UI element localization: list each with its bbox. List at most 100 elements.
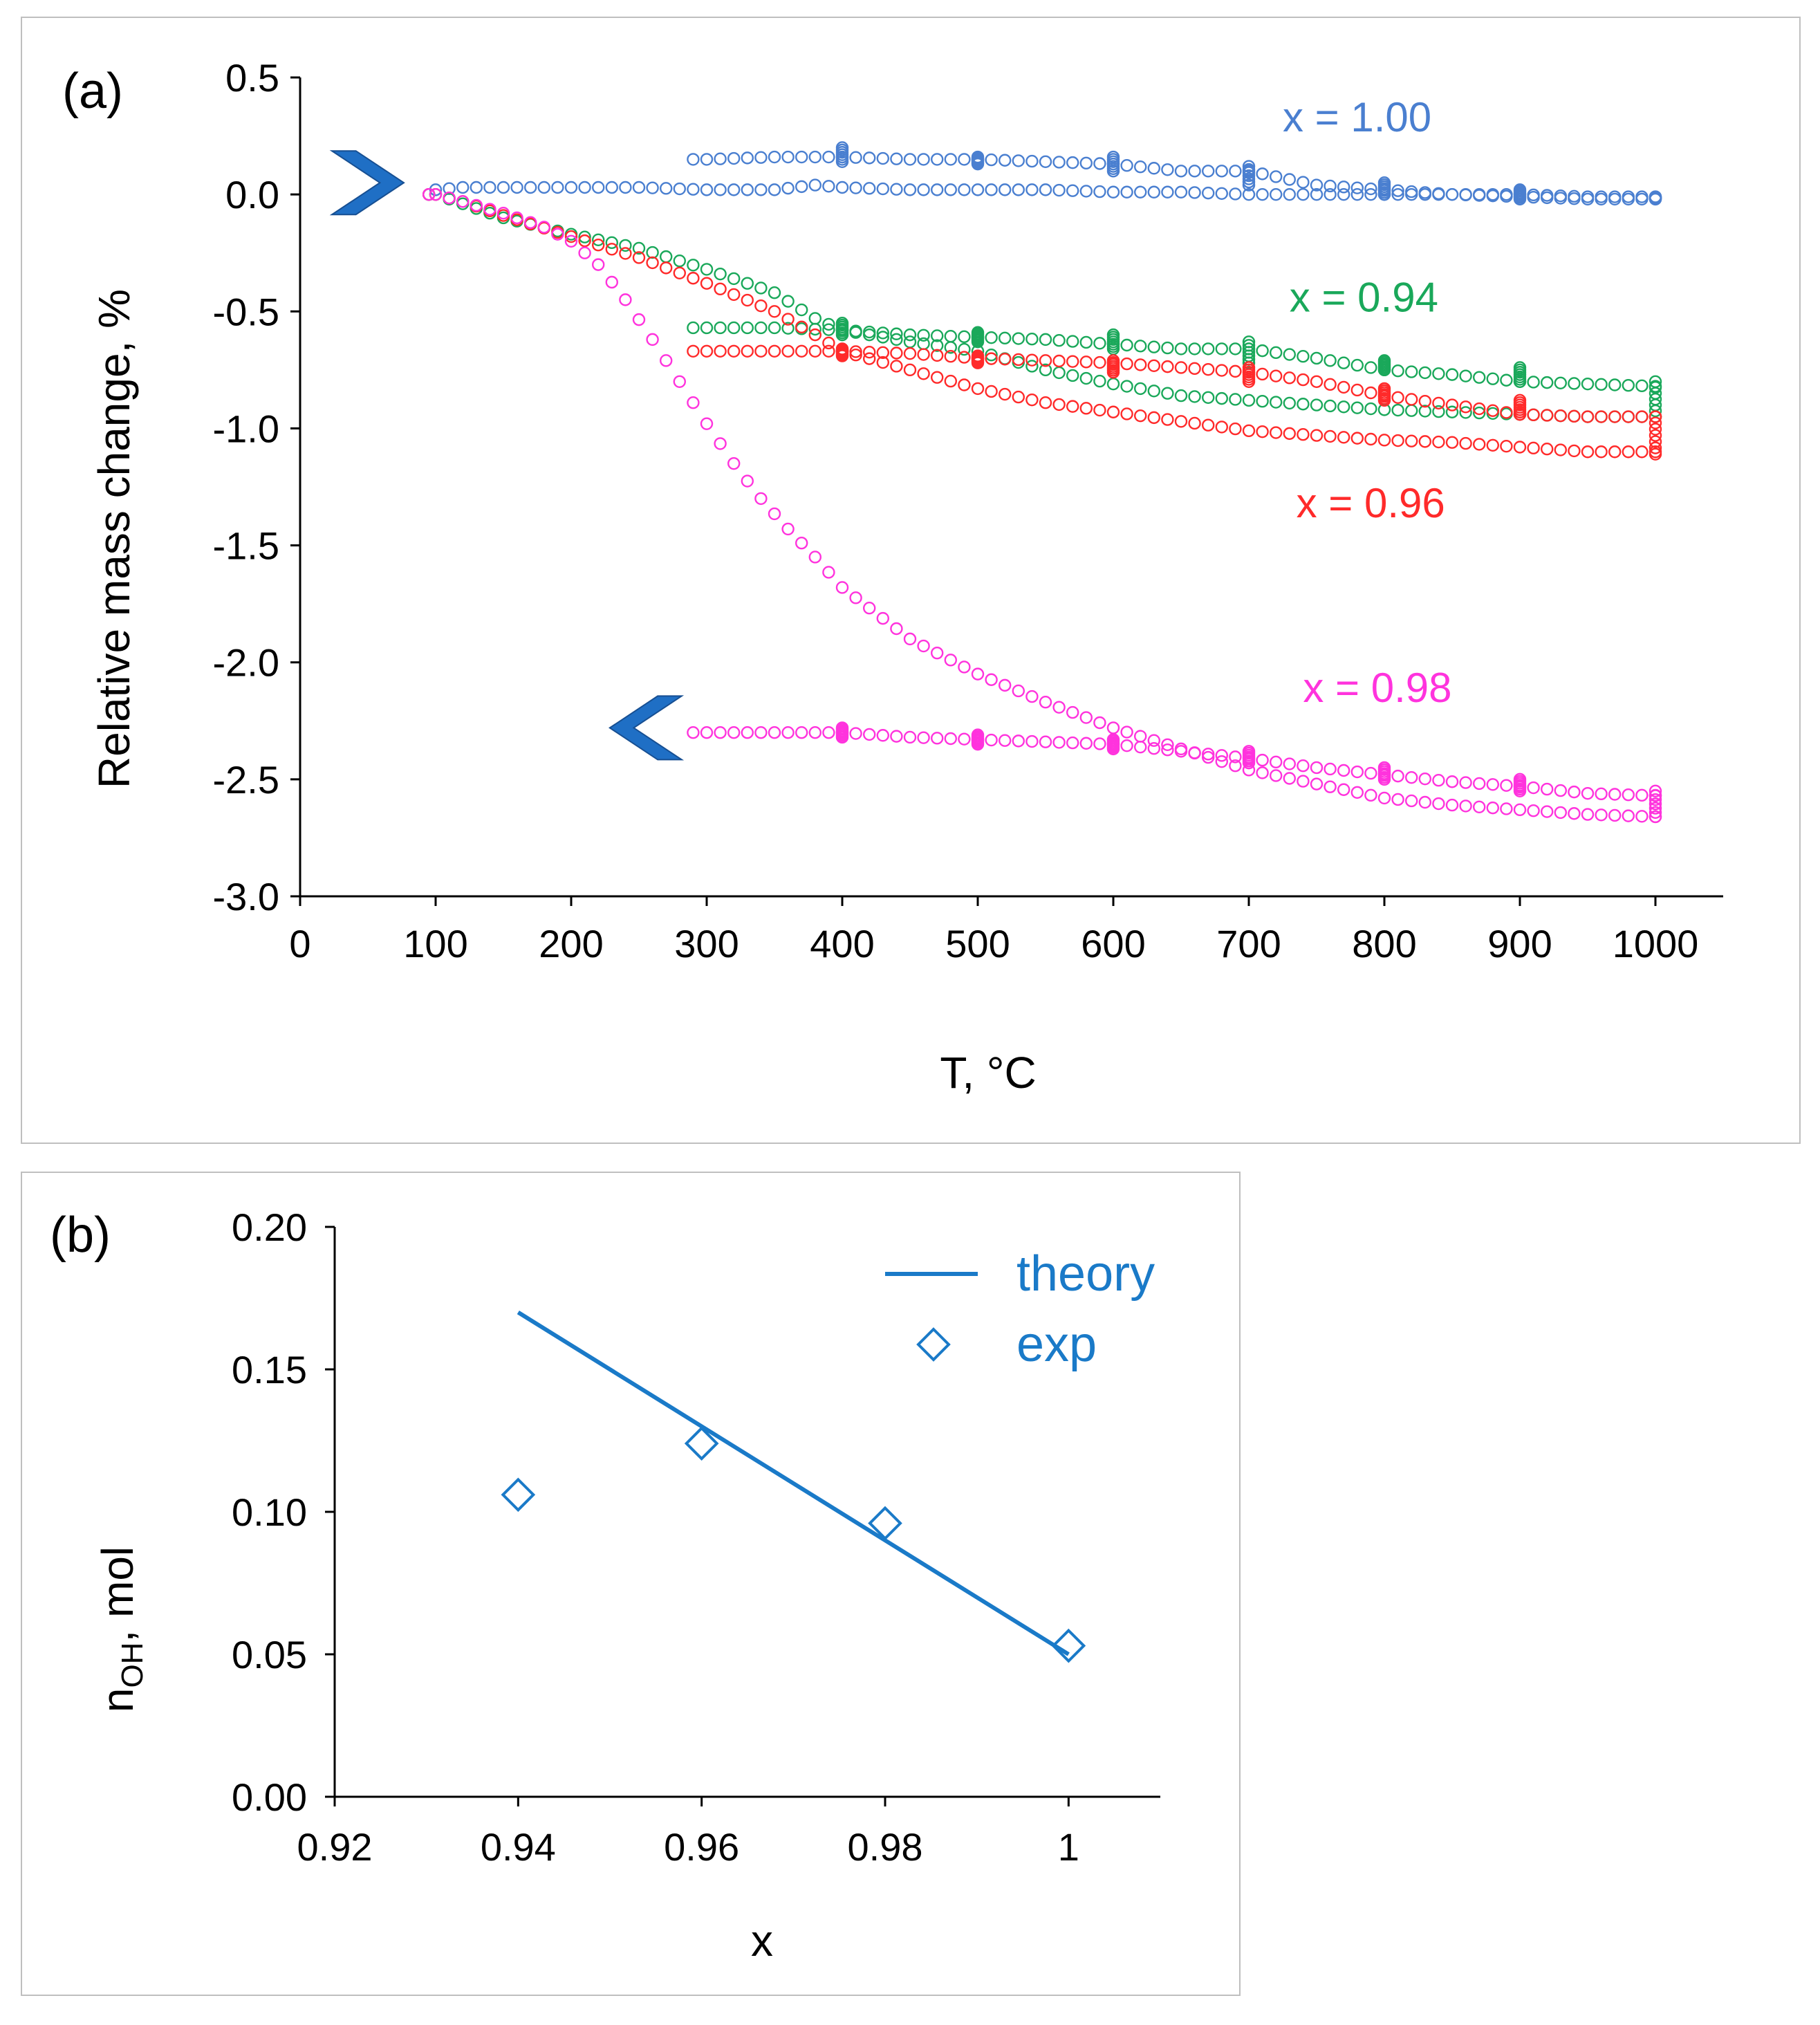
heating-point [1256, 766, 1269, 779]
cooling-point [1310, 375, 1324, 388]
heating-point [1635, 445, 1649, 459]
y-axis-title-b: nOH, mol [93, 1546, 149, 1712]
heating-point [1147, 411, 1161, 425]
series-1.00 [423, 141, 1662, 206]
exp-point [501, 1477, 536, 1513]
heating-point [1133, 730, 1147, 743]
cooling-point [795, 725, 808, 739]
cooling-point [1052, 354, 1066, 368]
heating-point [1025, 360, 1039, 373]
cooling-point [727, 321, 741, 335]
cooling-point [1500, 373, 1513, 387]
heating-point [1269, 426, 1283, 439]
cooling-point [1174, 745, 1188, 758]
cooling-point [1432, 187, 1445, 200]
cooling-point [1635, 379, 1649, 393]
heating-point [1093, 185, 1106, 198]
heating-point [700, 263, 714, 276]
heating-point [1595, 445, 1608, 459]
heating-point [1337, 187, 1350, 201]
cooling-point [998, 331, 1012, 345]
heating-point [1093, 374, 1106, 388]
cooling-point [849, 345, 862, 358]
cooling-point [1052, 736, 1066, 749]
cooling-point [1540, 376, 1554, 389]
heating-point [1052, 701, 1066, 714]
cooling-point [714, 152, 727, 165]
heating-point [443, 192, 456, 205]
heating-point [1012, 390, 1025, 404]
isotherm-point [1242, 342, 1256, 355]
heating-point [727, 288, 741, 302]
heating-point [1391, 403, 1404, 417]
heating-point [1093, 716, 1106, 730]
cooling-point [1540, 189, 1554, 202]
y-tick-label-b: 0.00 [232, 1775, 307, 1819]
heating-point [1472, 800, 1486, 813]
x-tick-label-a: 800 [1352, 922, 1416, 965]
cooling-point [1568, 377, 1581, 390]
heating-point [944, 183, 958, 196]
cooling-point [741, 321, 754, 335]
heating-point [1595, 808, 1608, 822]
cooling-point [1188, 362, 1201, 376]
heating-point [1350, 432, 1364, 445]
cooling-point [1297, 373, 1310, 387]
heating-point [1513, 441, 1527, 454]
heating-point [1215, 187, 1229, 200]
cooling-point [1161, 360, 1174, 373]
heating-point [958, 660, 971, 674]
cooling-point [930, 153, 944, 166]
heating-point [1174, 389, 1188, 403]
cooling-point [1147, 340, 1161, 353]
heating-point [470, 198, 483, 212]
cooling-point [985, 331, 998, 344]
cooling-point [727, 344, 741, 358]
cooling-point [1486, 778, 1500, 791]
heating-point [1120, 725, 1133, 739]
cooling-point [687, 725, 700, 739]
heating-point [660, 250, 673, 263]
cooling-point [1201, 165, 1215, 178]
heating-point [1608, 445, 1622, 459]
x-tick-label-a: 100 [403, 922, 467, 965]
cooling-point [1608, 788, 1622, 801]
heating-point [741, 183, 754, 196]
heating-point [687, 396, 700, 409]
heating-point [985, 349, 998, 362]
heating-point [1472, 406, 1486, 420]
exp-point [1051, 1628, 1086, 1663]
cooling-point [917, 348, 930, 361]
cooling-point [822, 150, 835, 164]
heating-point [1215, 391, 1229, 405]
legend-exp-swatch [916, 1327, 951, 1362]
cooling-point [1554, 376, 1568, 390]
cooling-point [1404, 185, 1418, 198]
heating-point [687, 259, 700, 272]
isotherm-point [1106, 733, 1120, 746]
heating-point [1147, 385, 1161, 398]
heating-point [1432, 435, 1445, 449]
heating-point [795, 320, 808, 334]
heating-point [1324, 780, 1337, 793]
heating-point [930, 183, 944, 196]
heating-point [673, 375, 686, 388]
heating-point [741, 474, 754, 488]
heating-point [1147, 185, 1161, 198]
heating-point [1568, 444, 1581, 458]
x-tick-label-b: 1 [1058, 1825, 1079, 1869]
series-label-a: x = 0.98 [1303, 665, 1451, 711]
cooling-point [1174, 165, 1188, 178]
isotherm-point [1377, 382, 1391, 396]
cooling-point [1025, 154, 1039, 168]
heating-point [741, 277, 754, 290]
heating-point [592, 233, 605, 246]
cooling-point [849, 324, 862, 338]
heating-point [646, 256, 659, 270]
heating-point [1324, 399, 1337, 413]
y-axis-title-b-sub: OH [115, 1643, 149, 1688]
series-0.96 [423, 187, 1662, 461]
cooling-point [1595, 787, 1608, 801]
heating-point [1459, 436, 1472, 450]
series-label-a: x = 0.94 [1290, 274, 1438, 320]
